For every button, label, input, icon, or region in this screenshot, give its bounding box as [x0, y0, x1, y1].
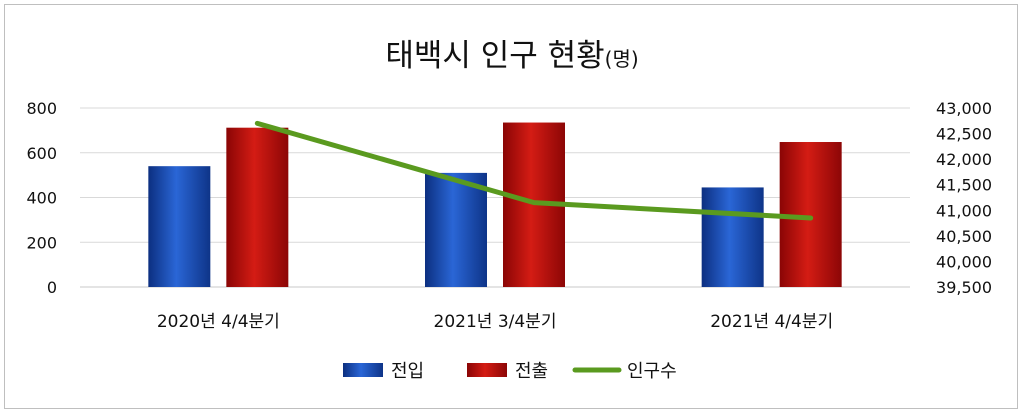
- y-left-tick-label: 200: [26, 233, 57, 252]
- y-right-tick-label: 39,500: [936, 278, 992, 297]
- x-category-label: 2021년 3/4분기: [434, 312, 557, 332]
- x-category-label: 2021년 4/4분기: [710, 312, 833, 332]
- y-right-tick-label: 40,000: [936, 252, 992, 271]
- bar-out: [226, 127, 289, 287]
- x-category-label: 2020년 4/4분기: [157, 312, 280, 332]
- chart-title: 태백시 인구 현황(명): [0, 30, 1024, 75]
- y-left-tick-label: 400: [26, 189, 57, 208]
- y-right-tick-label: 40,500: [936, 227, 992, 246]
- y-left-tick-label: 800: [26, 99, 57, 118]
- y-right-tick-label: 41,500: [936, 176, 992, 195]
- y-right-tick-label: 42,000: [936, 150, 992, 169]
- legend-label: 인구수: [627, 361, 677, 382]
- y-left-tick-label: 0: [47, 278, 57, 297]
- legend-label: 전입: [391, 361, 424, 382]
- bar-in: [425, 172, 487, 287]
- y-right-tick-label: 41,000: [936, 201, 992, 220]
- y-right-tick-label: 43,000: [936, 99, 992, 118]
- legend-label: 전출: [515, 361, 548, 382]
- legend-swatch: [467, 363, 507, 377]
- legend-swatch: [343, 363, 383, 377]
- bar-in: [701, 187, 764, 287]
- chart-title-text: 태백시 인구 현황: [385, 38, 605, 74]
- bar-in: [148, 166, 211, 287]
- y-left-tick-label: 600: [26, 144, 57, 163]
- chart-title-unit: (명): [604, 47, 639, 71]
- y-right-tick-label: 42,500: [936, 125, 992, 144]
